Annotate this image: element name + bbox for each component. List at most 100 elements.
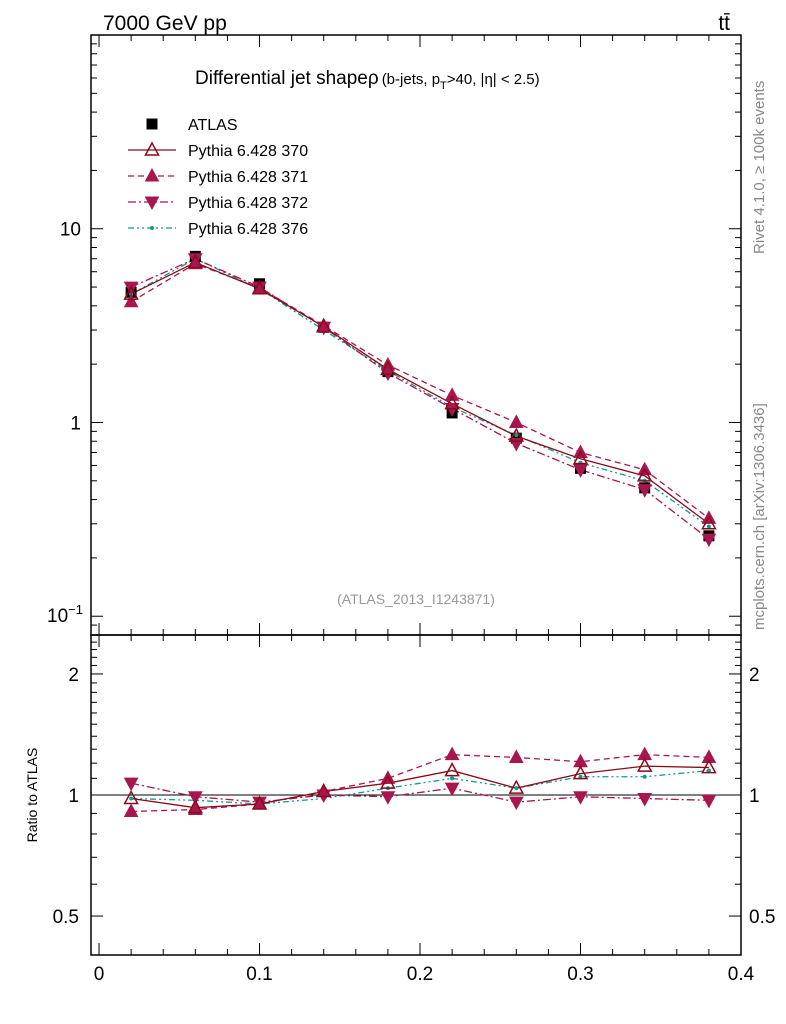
ratio-y-tick-label-right: 1 bbox=[749, 786, 760, 807]
legend-item-atlas: ATLAS bbox=[146, 117, 238, 134]
data-point-pythia-6-428-370 bbox=[701, 515, 717, 530]
title-symbol: ρ bbox=[368, 68, 379, 89]
y-tick-label-exp: −1 bbox=[68, 602, 83, 617]
ratio-point-pythia-6-428-372 bbox=[637, 793, 653, 807]
ratio-point-pythia-6-428-370 bbox=[508, 779, 525, 794]
x-axis: 0 0.1 0.2 0.3 0.4 bbox=[94, 35, 755, 985]
title-cut-open: (b-jets, p bbox=[382, 71, 440, 88]
ratio-point-pythia-6-428-376 bbox=[450, 776, 455, 781]
ratio-point-pythia-6-428-372 bbox=[444, 782, 460, 797]
ratio-point-pythia-6-428-372 bbox=[573, 791, 588, 805]
y-tick-label: 10 bbox=[60, 220, 81, 241]
series-line-pythia-6-428-370 bbox=[130, 261, 710, 525]
rivet-label: Rivet 4.1.0, ≥ 100k events bbox=[751, 81, 768, 254]
ratio-y-axis: 0.5 0.5 1 1 2 2 bbox=[53, 634, 775, 956]
data-point-pythia-6-428-376 bbox=[514, 433, 519, 438]
ratio-point-pythia-6-428-372 bbox=[123, 777, 139, 792]
ratio-point-pythia-6-428-372 bbox=[380, 791, 396, 805]
ratio-point-pythia-6-428-376 bbox=[642, 774, 647, 779]
legend-marker bbox=[144, 141, 160, 156]
data-point-pythia-6-428-370 bbox=[572, 450, 589, 465]
ratio-point-pythia-6-428-370 bbox=[315, 782, 332, 798]
ratio-point-pythia-6-428-370 bbox=[187, 799, 204, 814]
legend-marker bbox=[144, 196, 160, 211]
data-point-pythia-6-428-371 bbox=[380, 356, 396, 371]
x-tick-label: 0.2 bbox=[407, 964, 433, 985]
data-point-pythia-6-428-370 bbox=[380, 360, 396, 376]
data-point-pythia-6-428-371 bbox=[444, 387, 460, 401]
title-cut-sub: T bbox=[440, 80, 447, 92]
legend-item-pythia-6-428-371: Pythia 6.428 371 bbox=[128, 167, 308, 186]
ratio-point-pythia-6-428-370 bbox=[251, 795, 268, 810]
legend: ATLAS Pythia 6.428 370 Pythia 6.428 371 Pyt… bbox=[128, 117, 308, 238]
ratio-y-tick-label: 0.5 bbox=[53, 907, 79, 928]
mcplots-label: mcplots.cern.ch [arXiv:1306.3436] bbox=[751, 403, 768, 630]
chart-title: Differential jet shapeρ (b-jets, pT>40, |… bbox=[195, 68, 540, 92]
ratio-point-pythia-6-428-372 bbox=[508, 796, 524, 811]
energy-label: 7000 GeV pp bbox=[103, 12, 227, 35]
data-point-pythia-6-428-370 bbox=[444, 395, 460, 410]
y-tick-label: 1 bbox=[70, 413, 81, 434]
ratio-point-pythia-6-428-376 bbox=[706, 768, 711, 773]
y-tick-label-base: 10 bbox=[47, 606, 68, 627]
ratio-line-pythia-6-428-372 bbox=[130, 782, 709, 803]
ratio-point-pythia-6-428-372 bbox=[187, 791, 203, 805]
title-cut-close: >40, |η| < 2.5) bbox=[447, 71, 540, 88]
data-point-pythia-6-428-370 bbox=[508, 427, 525, 442]
x-tick-label: 0 bbox=[94, 964, 105, 985]
ratio-point-pythia-6-428-370 bbox=[572, 765, 589, 780]
legend-marker bbox=[150, 226, 154, 230]
ratio-point-pythia-6-428-370 bbox=[636, 757, 653, 772]
legend-item-pythia-6-428-376: Pythia 6.428 376 bbox=[128, 221, 308, 238]
data-point-pythia-6-428-370 bbox=[123, 285, 139, 300]
legend-label: Pythia 6.428 370 bbox=[188, 143, 308, 160]
x-tick-label: 0.4 bbox=[728, 964, 755, 985]
data-point-pythia-6-428-372 bbox=[444, 403, 460, 417]
ratio-point-pythia-6-428-371 bbox=[187, 801, 203, 816]
ratio-point-pythia-6-428-371 bbox=[123, 803, 139, 817]
ratio-y-tick-label: 2 bbox=[68, 665, 79, 686]
main-series-group bbox=[123, 250, 717, 548]
ratio-line-pythia-6-428-370 bbox=[131, 765, 709, 809]
ratio-line-pythia-6-428-376 bbox=[131, 769, 709, 805]
series-line-pythia-6-428-372 bbox=[130, 258, 710, 540]
ratio-point-pythia-6-428-371 bbox=[508, 749, 524, 763]
ratio-point-pythia-6-428-372 bbox=[701, 794, 717, 809]
ratio-point-pythia-6-428-371 bbox=[444, 746, 460, 761]
ratio-point-pythia-6-428-370 bbox=[701, 759, 717, 774]
ratio-y-tick-label: 1 bbox=[68, 786, 79, 807]
analysis-id: (ATLAS_2013_I1243871) bbox=[337, 591, 495, 607]
x-tick-label: 0.1 bbox=[246, 964, 272, 985]
data-point-pythia-6-428-372 bbox=[701, 533, 717, 548]
series-line-pythia-6-428-376 bbox=[130, 258, 710, 528]
ratio-point-pythia-6-428-370 bbox=[123, 789, 139, 805]
data-point-pythia-6-428-372 bbox=[508, 437, 524, 452]
data-point-pythia-6-428-371 bbox=[123, 293, 139, 308]
data-point-pythia-6-428-370 bbox=[187, 253, 204, 269]
legend-label: Pythia 6.428 371 bbox=[188, 169, 308, 186]
legend-label: Pythia 6.428 376 bbox=[188, 221, 308, 238]
ratio-point-pythia-6-428-371 bbox=[701, 749, 717, 763]
process-label: tt̄ bbox=[718, 12, 730, 35]
ratio-point-pythia-6-428-376 bbox=[578, 774, 583, 779]
ratio-series-group bbox=[123, 746, 717, 817]
ratio-point-pythia-6-428-376 bbox=[129, 796, 134, 801]
data-point-pythia-6-428-370 bbox=[251, 280, 268, 295]
legend-label: ATLAS bbox=[188, 117, 238, 134]
x-tick-label: 0.3 bbox=[567, 964, 593, 985]
legend-marker bbox=[146, 118, 158, 130]
ratio-line-pythia-6-428-371 bbox=[131, 753, 709, 813]
ratio-y-tick-label-right: 0.5 bbox=[749, 907, 775, 928]
data-point-pythia-6-428-372 bbox=[637, 484, 653, 498]
data-point-pythia-6-428-376 bbox=[706, 524, 711, 529]
ratio-point-pythia-6-428-376 bbox=[514, 786, 519, 791]
ratio-ylabel: Ratio to ATLAS bbox=[24, 748, 40, 843]
title-text: Differential jet shape bbox=[195, 68, 368, 89]
legend-item-pythia-6-428-372: Pythia 6.428 372 bbox=[128, 195, 308, 212]
ratio-y-tick-label-right: 2 bbox=[749, 665, 760, 686]
legend-item-pythia-6-428-370: Pythia 6.428 370 bbox=[128, 141, 308, 160]
ratio-point-pythia-6-428-370 bbox=[380, 774, 396, 789]
legend-label: Pythia 6.428 372 bbox=[188, 195, 308, 212]
